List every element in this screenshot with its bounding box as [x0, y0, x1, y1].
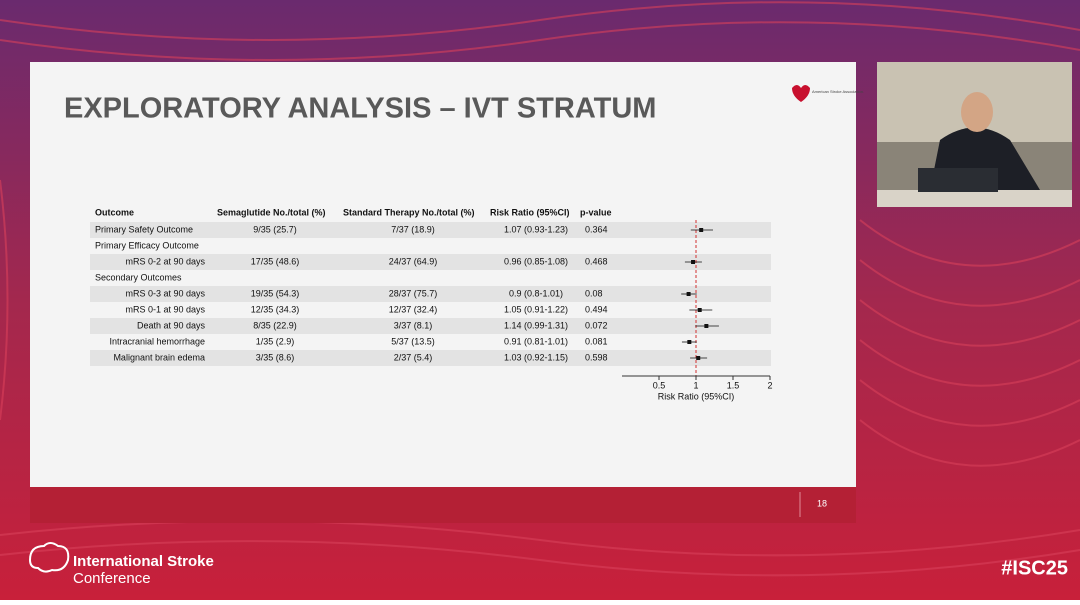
x-tick-label: 1.5	[727, 380, 740, 390]
risk-ratio: 1.07 (0.93-1.23)	[504, 224, 568, 234]
slide-title: EXPLORATORY ANALYSIS – IVT STRATUM	[64, 93, 656, 125]
outcome: mRS 0-1 at 90 days	[125, 304, 205, 314]
group-title: Secondary Outcomes	[95, 272, 182, 282]
logo-text: American Stroke Association.	[812, 89, 864, 94]
standard: 2/37 (5.4)	[394, 352, 433, 362]
row-shade	[90, 254, 771, 270]
x-tick-label: 0.5	[653, 380, 666, 390]
semaglutide: 12/35 (34.3)	[251, 304, 300, 314]
page-number: 18	[817, 498, 827, 508]
column-header: Risk Ratio (95%CI)	[490, 207, 570, 217]
risk-ratio: 1.03 (0.92-1.15)	[504, 352, 568, 362]
slide-footer-band	[30, 487, 856, 523]
conference-name: Conference	[73, 570, 151, 587]
point-estimate	[691, 260, 696, 264]
standard: 12/37 (32.4)	[389, 304, 438, 314]
video-desk	[877, 190, 1072, 207]
standard: 28/37 (75.7)	[389, 288, 438, 298]
outcome: mRS 0-3 at 90 days	[125, 288, 205, 298]
row-shade	[90, 222, 771, 238]
hashtag: #ISC25	[1001, 557, 1068, 579]
standard: 5/37 (13.5)	[391, 336, 435, 346]
p-value: 0.072	[585, 320, 608, 330]
point-estimate	[704, 324, 709, 328]
p-value: 0.598	[585, 352, 608, 362]
row-shade	[90, 350, 771, 366]
column-header: p-value	[580, 207, 612, 217]
standard: 24/37 (64.9)	[389, 256, 438, 266]
standard: 7/37 (18.9)	[391, 224, 435, 234]
standard: 3/37 (8.1)	[394, 320, 433, 330]
semaglutide: 1/35 (2.9)	[256, 336, 295, 346]
semaglutide: 9/35 (25.7)	[253, 224, 297, 234]
outcome: Malignant brain edema	[113, 352, 205, 362]
point-estimate	[697, 308, 702, 312]
risk-ratio: 0.91 (0.81-1.01)	[504, 336, 568, 346]
outcome: Death at 90 days	[137, 320, 206, 330]
column-header: Standard Therapy No./total (%)	[343, 207, 475, 217]
brain-logo	[28, 542, 70, 573]
x-axis-label: Risk Ratio (95%CI)	[658, 391, 735, 401]
semaglutide: 3/35 (8.6)	[256, 352, 295, 362]
speaker-head	[961, 92, 993, 132]
p-value: 0.468	[585, 256, 608, 266]
outcome: Intracranial hemorrhage	[109, 336, 205, 346]
conference-name: International Stroke	[73, 553, 214, 570]
outcome: Primary Safety Outcome	[95, 224, 193, 234]
p-value: 0.081	[585, 336, 608, 346]
row-shade	[90, 318, 771, 334]
x-tick-label: 1	[693, 380, 698, 390]
logo-heart	[792, 85, 810, 102]
point-estimate	[696, 356, 701, 360]
p-value: 0.494	[585, 304, 608, 314]
outcome: mRS 0-2 at 90 days	[125, 256, 205, 266]
point-estimate	[699, 228, 704, 232]
semaglutide: 8/35 (22.9)	[253, 320, 297, 330]
slide	[30, 62, 856, 487]
point-estimate	[687, 340, 692, 344]
risk-ratio: 1.05 (0.91-1.22)	[504, 304, 568, 314]
semaglutide: 17/35 (48.6)	[251, 256, 300, 266]
row-shade	[90, 286, 771, 302]
column-header: Outcome	[95, 207, 134, 217]
column-header: Semaglutide No./total (%)	[217, 207, 326, 217]
group-title: Primary Efficacy Outcome	[95, 240, 199, 250]
point-estimate	[686, 292, 691, 296]
risk-ratio: 1.14 (0.99-1.31)	[504, 320, 568, 330]
semaglutide: 19/35 (54.3)	[251, 288, 300, 298]
p-value: 0.364	[585, 224, 608, 234]
risk-ratio: 0.9 (0.8-1.01)	[509, 288, 563, 298]
laptop	[918, 168, 998, 192]
x-tick-label: 2	[767, 380, 772, 390]
risk-ratio: 0.96 (0.85-1.08)	[504, 256, 568, 266]
p-value: 0.08	[585, 288, 603, 298]
